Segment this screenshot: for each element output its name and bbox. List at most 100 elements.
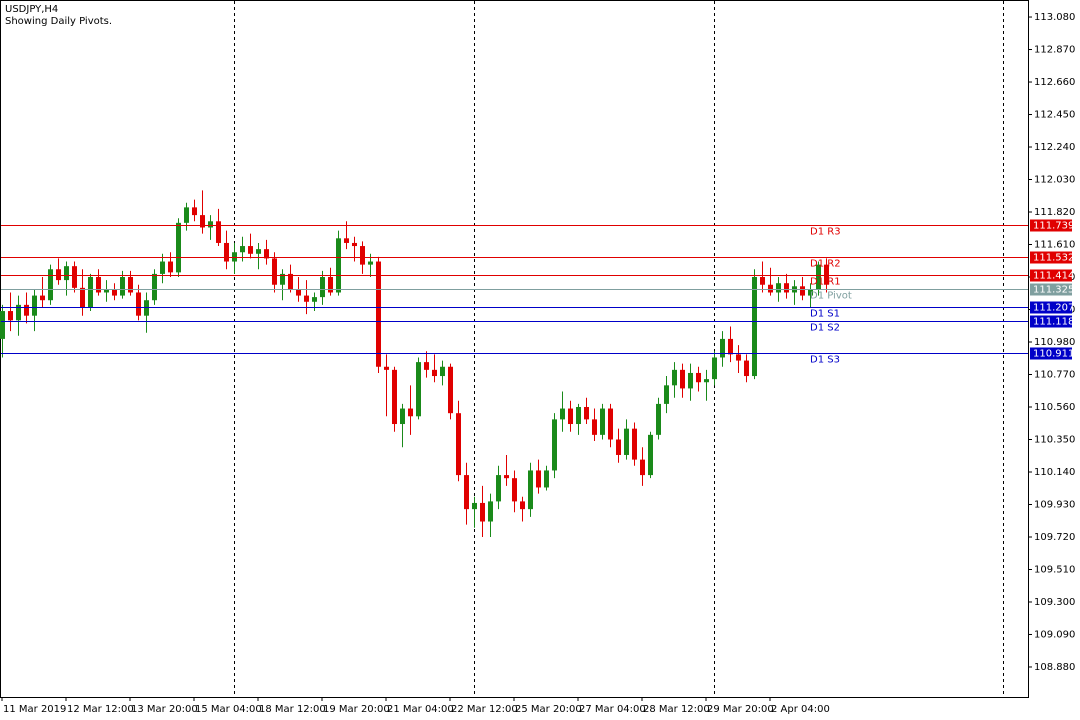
x-tick-label: 18 Mar 12:00 [259, 704, 326, 715]
candle-body [176, 222, 181, 273]
candle-body [408, 408, 413, 417]
candle-body [168, 261, 173, 273]
candle-body [136, 292, 141, 316]
candle-body [528, 470, 533, 510]
candle-body [80, 287, 85, 308]
y-tick-label: 109.510 [1034, 564, 1075, 575]
candle-body [40, 295, 45, 301]
candle-body [48, 269, 53, 301]
y-tick-label: 112.870 [1034, 45, 1075, 56]
x-tick-label: 21 Mar 04:00 [387, 704, 454, 715]
candle-body [280, 273, 285, 285]
y-tick-label: 112.450 [1034, 110, 1075, 121]
candle-body [640, 459, 645, 476]
candle-body [536, 470, 541, 488]
chart-subtitle: Showing Daily Pivots. [5, 16, 112, 27]
x-tick-label: 11 Mar 2019 [3, 704, 66, 715]
candle-body [480, 502, 485, 522]
pivot-name: D1 R1 [810, 277, 841, 288]
candle-body [344, 238, 349, 243]
x-tick-label: 12 Mar 12:00 [67, 704, 134, 715]
price-box-label: 110.911 [1033, 349, 1074, 360]
candle-body [824, 264, 829, 285]
candle-body [672, 369, 677, 386]
pivot-name: D1 R3 [810, 227, 841, 238]
price-box [1030, 283, 1072, 296]
y-tick-label: 113.080 [1034, 12, 1075, 23]
y-tick-label: 112.030 [1034, 175, 1075, 186]
candle-body [0, 311, 5, 339]
candle-body [232, 252, 237, 262]
price-box-label: 111.207 [1033, 303, 1074, 314]
candle-body [208, 221, 213, 228]
x-tick-label: 19 Mar 20:00 [323, 704, 390, 715]
y-tick-label: 111.610 [1034, 240, 1075, 251]
candle-body [272, 258, 277, 285]
x-tick-label: 25 Mar 20:00 [515, 704, 582, 715]
candle-body [608, 408, 613, 440]
y-tick-label: 109.720 [1034, 532, 1075, 543]
candle-body [520, 501, 525, 510]
y-tick-label: 112.240 [1034, 142, 1075, 153]
candle-body [96, 277, 101, 293]
price-box-label: 111.414 [1033, 271, 1074, 282]
candle-body [552, 419, 557, 471]
x-tick-label: 15 Mar 04:00 [195, 704, 262, 715]
candle-body [624, 428, 629, 455]
price-box [1030, 269, 1072, 282]
candle-body [200, 215, 205, 228]
pivot-name: D1 S1 [810, 309, 840, 320]
price-box [1030, 315, 1072, 328]
candle-body [88, 277, 93, 308]
candle-body [776, 283, 781, 293]
candle-body [760, 277, 765, 285]
candle-body [152, 273, 157, 301]
candle-body [432, 369, 437, 377]
price-box [1030, 219, 1072, 232]
x-tick-label: 13 Mar 20:00 [131, 704, 198, 715]
candle-body [784, 283, 789, 293]
y-tick-label: 110.560 [1034, 402, 1075, 413]
candle-body [64, 266, 69, 281]
x-tick-label: 29 Mar 20:00 [707, 704, 774, 715]
candle-body [424, 362, 429, 370]
candle-body [680, 369, 685, 389]
candle-body [560, 408, 565, 420]
price-box [1030, 347, 1072, 360]
y-tick-label: 110.140 [1034, 467, 1075, 478]
pivot-name: D1 S3 [810, 355, 840, 366]
price-box-label: 111.118 [1033, 317, 1074, 328]
y-tick-label: 110.980 [1034, 337, 1075, 348]
candle-body [192, 207, 197, 216]
candle-body [592, 419, 597, 435]
x-tick-label: 28 Mar 12:00 [643, 704, 710, 715]
candle-body [576, 406, 581, 425]
x-tick-label: 22 Mar 12:00 [451, 704, 518, 715]
candle-body [304, 295, 309, 302]
candle-body [816, 264, 821, 290]
candle-body [72, 266, 77, 288]
period-separators [234, 1, 1004, 697]
candle-body [512, 478, 517, 502]
candle-body [16, 304, 21, 321]
candle-body [216, 221, 221, 243]
candle-body [488, 501, 493, 522]
candle-body [448, 366, 453, 414]
candle-body [392, 369, 397, 425]
price-box [1030, 301, 1072, 314]
candle-body [696, 372, 701, 383]
candle-body [352, 242, 357, 247]
candle-body [720, 338, 725, 358]
y-tick-label: 109.090 [1034, 629, 1075, 640]
candle-body [328, 277, 333, 293]
candle-body [336, 238, 341, 293]
candle-body [384, 366, 389, 370]
chart-title: USDJPY,H4 [5, 4, 58, 15]
candle-body [656, 403, 661, 435]
candle-body [600, 408, 605, 435]
candle-body [752, 277, 757, 377]
candle-body [256, 249, 261, 254]
y-tick-label: 109.930 [1034, 499, 1075, 510]
candle-body [248, 246, 253, 254]
